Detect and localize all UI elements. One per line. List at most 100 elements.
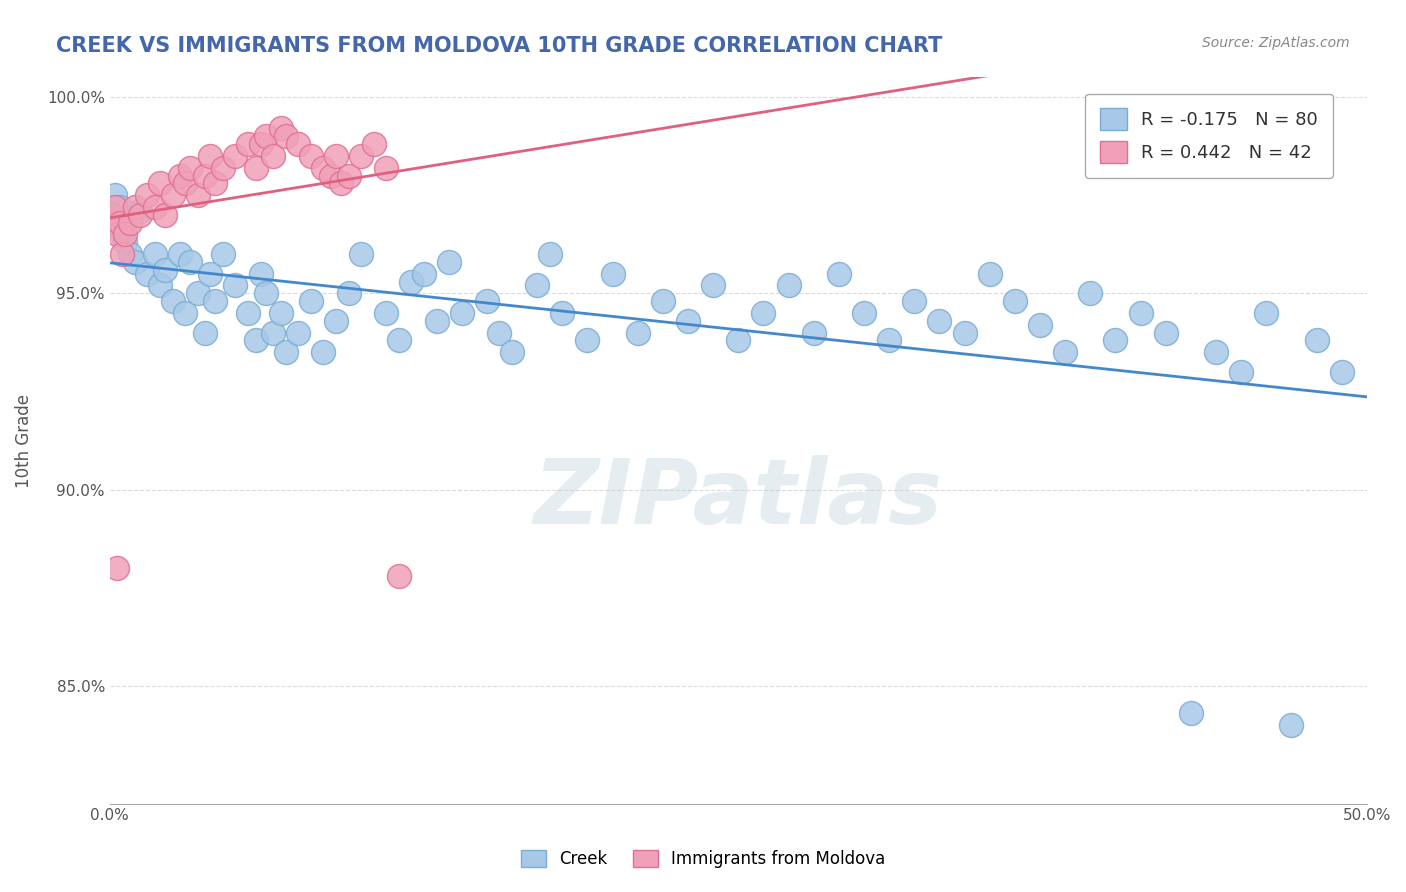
Point (488, 326, 510, 340)
Point (538, 247, 561, 261)
Point (114, 227, 136, 242)
Point (236, 137, 259, 152)
Point (299, 149, 322, 163)
Point (111, 227, 134, 242)
Point (1256, 306, 1278, 320)
Point (401, 275, 423, 289)
Point (1279, 718, 1302, 732)
Point (853, 306, 876, 320)
Text: Source: ZipAtlas.com: Source: ZipAtlas.com (1202, 36, 1350, 50)
Point (501, 345, 523, 359)
Point (129, 208, 152, 222)
Point (375, 161, 398, 175)
Point (153, 208, 176, 222)
Point (179, 255, 201, 269)
Point (1230, 365, 1253, 379)
Point (350, 247, 373, 261)
Point (651, 294, 673, 309)
Point (143, 200, 166, 214)
Point (270, 121, 292, 136)
Point (903, 294, 925, 309)
Point (124, 200, 146, 214)
Point (108, 216, 131, 230)
Point (187, 188, 209, 202)
Point (224, 278, 246, 293)
Point (426, 314, 449, 328)
Point (136, 188, 159, 202)
Point (375, 306, 398, 320)
Point (287, 137, 309, 152)
Point (526, 278, 548, 293)
Point (224, 149, 246, 163)
Point (828, 267, 851, 281)
Point (169, 247, 191, 261)
Point (149, 278, 172, 293)
Point (212, 161, 235, 175)
Point (108, 200, 131, 214)
Point (136, 267, 159, 281)
Point (1154, 326, 1177, 340)
Point (1004, 294, 1026, 309)
Point (124, 255, 146, 269)
Point (1129, 306, 1152, 320)
Point (114, 235, 136, 250)
Point (274, 345, 297, 359)
Point (143, 247, 166, 261)
Point (312, 345, 335, 359)
Point (388, 334, 411, 348)
Point (174, 177, 197, 191)
Point (450, 306, 472, 320)
Point (437, 255, 460, 269)
Legend: R = -0.175   N = 80, R = 0.442   N = 42: R = -0.175 N = 80, R = 0.442 N = 42 (1085, 94, 1333, 178)
Point (727, 334, 749, 348)
Point (212, 247, 235, 261)
Point (803, 326, 825, 340)
Point (200, 149, 222, 163)
Point (162, 188, 184, 202)
Point (877, 334, 900, 348)
Point (778, 278, 800, 293)
Point (200, 267, 222, 281)
Y-axis label: 10th Grade: 10th Grade (15, 393, 32, 488)
Point (312, 161, 335, 175)
Point (153, 262, 176, 277)
Point (249, 137, 271, 152)
Point (953, 326, 976, 340)
Point (702, 278, 724, 293)
Point (194, 326, 217, 340)
Point (162, 294, 184, 309)
Point (254, 286, 277, 301)
Point (475, 294, 498, 309)
Point (330, 177, 353, 191)
Point (174, 306, 197, 320)
Point (111, 247, 134, 261)
Point (1029, 318, 1052, 332)
Point (350, 149, 373, 163)
Point (105, 216, 128, 230)
Point (1104, 334, 1126, 348)
Point (1078, 286, 1101, 301)
Point (337, 169, 360, 183)
Point (551, 306, 574, 320)
Point (101, 208, 124, 222)
Point (274, 129, 297, 144)
Point (187, 286, 209, 301)
Point (325, 314, 347, 328)
Point (676, 314, 699, 328)
Point (388, 569, 411, 583)
Text: ZIPatlas: ZIPatlas (534, 455, 943, 542)
Point (1305, 334, 1327, 348)
Point (262, 149, 284, 163)
Point (129, 203, 152, 218)
Point (1180, 706, 1202, 721)
Point (928, 314, 950, 328)
Point (627, 326, 650, 340)
Point (149, 177, 172, 191)
Point (204, 294, 226, 309)
Point (576, 334, 599, 348)
Point (118, 216, 141, 230)
Point (1205, 345, 1227, 359)
Point (337, 286, 360, 301)
Point (101, 208, 124, 222)
Point (413, 267, 436, 281)
